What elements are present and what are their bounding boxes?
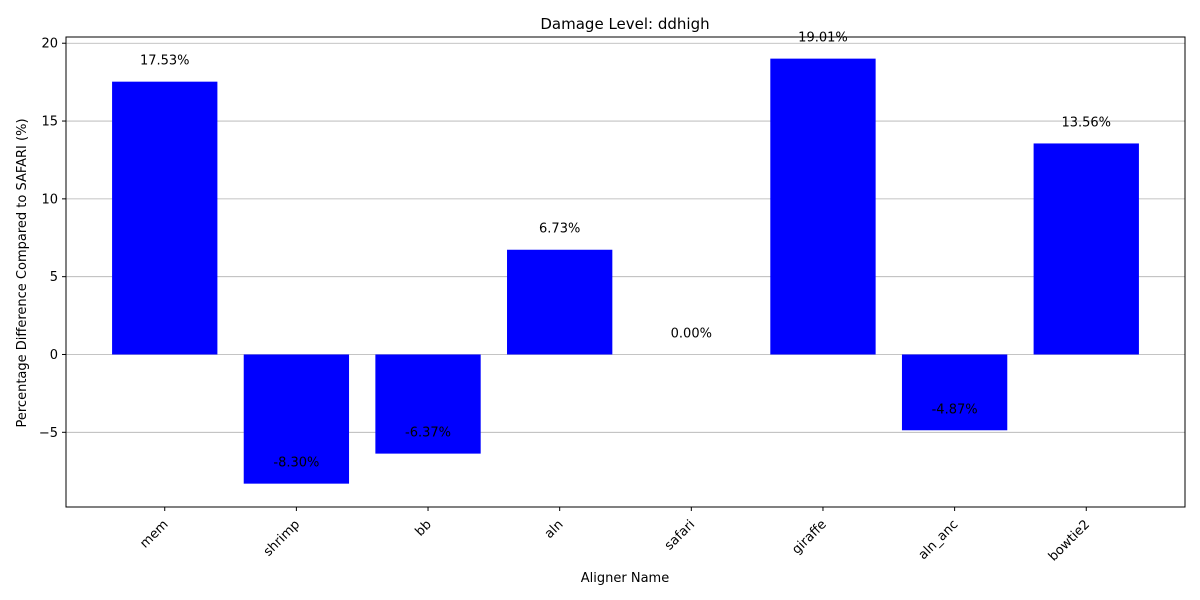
bar-bb bbox=[375, 354, 481, 454]
value-label-aln: 6.73% bbox=[539, 222, 580, 237]
y-tick-label: 20 bbox=[41, 37, 58, 52]
value-label-shrimp: -8.30% bbox=[273, 456, 319, 471]
y-tick-label: 5 bbox=[50, 270, 58, 285]
value-label-bowtie2: 13.56% bbox=[1061, 115, 1111, 130]
y-tick-label: 0 bbox=[50, 348, 58, 363]
y-axis-ticks: −5 0 5 10 15 20 bbox=[39, 37, 66, 441]
y-tick-label: −5 bbox=[39, 426, 58, 441]
chart-title: Damage Level: ddhigh bbox=[540, 15, 709, 33]
value-labels: 17.53% -8.30% -6.37% 6.73% 0.00% 19.01% -4.87%… bbox=[140, 31, 1111, 471]
x-axis-label: Aligner Name bbox=[581, 571, 669, 586]
bar-mem bbox=[112, 81, 218, 355]
y-tick-label: 15 bbox=[41, 115, 58, 130]
value-label-safari: 0.00% bbox=[671, 326, 712, 341]
y-axis-label: Percentage Difference Compared to SAFARI… bbox=[15, 118, 30, 427]
value-label-bb: -6.37% bbox=[405, 426, 451, 441]
y-tick-label: 10 bbox=[41, 192, 58, 207]
bar-giraffe bbox=[770, 58, 876, 355]
plot-frame bbox=[65, 36, 1186, 508]
value-label-mem: 17.53% bbox=[140, 54, 190, 69]
bars bbox=[112, 58, 1139, 484]
value-label-giraffe: 19.01% bbox=[798, 31, 848, 46]
value-label-aln_anc: -4.87% bbox=[932, 402, 978, 417]
bar-aln bbox=[507, 249, 613, 355]
bar-shrimp bbox=[243, 354, 350, 484]
bar-bowtie2 bbox=[1033, 143, 1139, 355]
bar-aln_anc bbox=[901, 354, 1008, 431]
